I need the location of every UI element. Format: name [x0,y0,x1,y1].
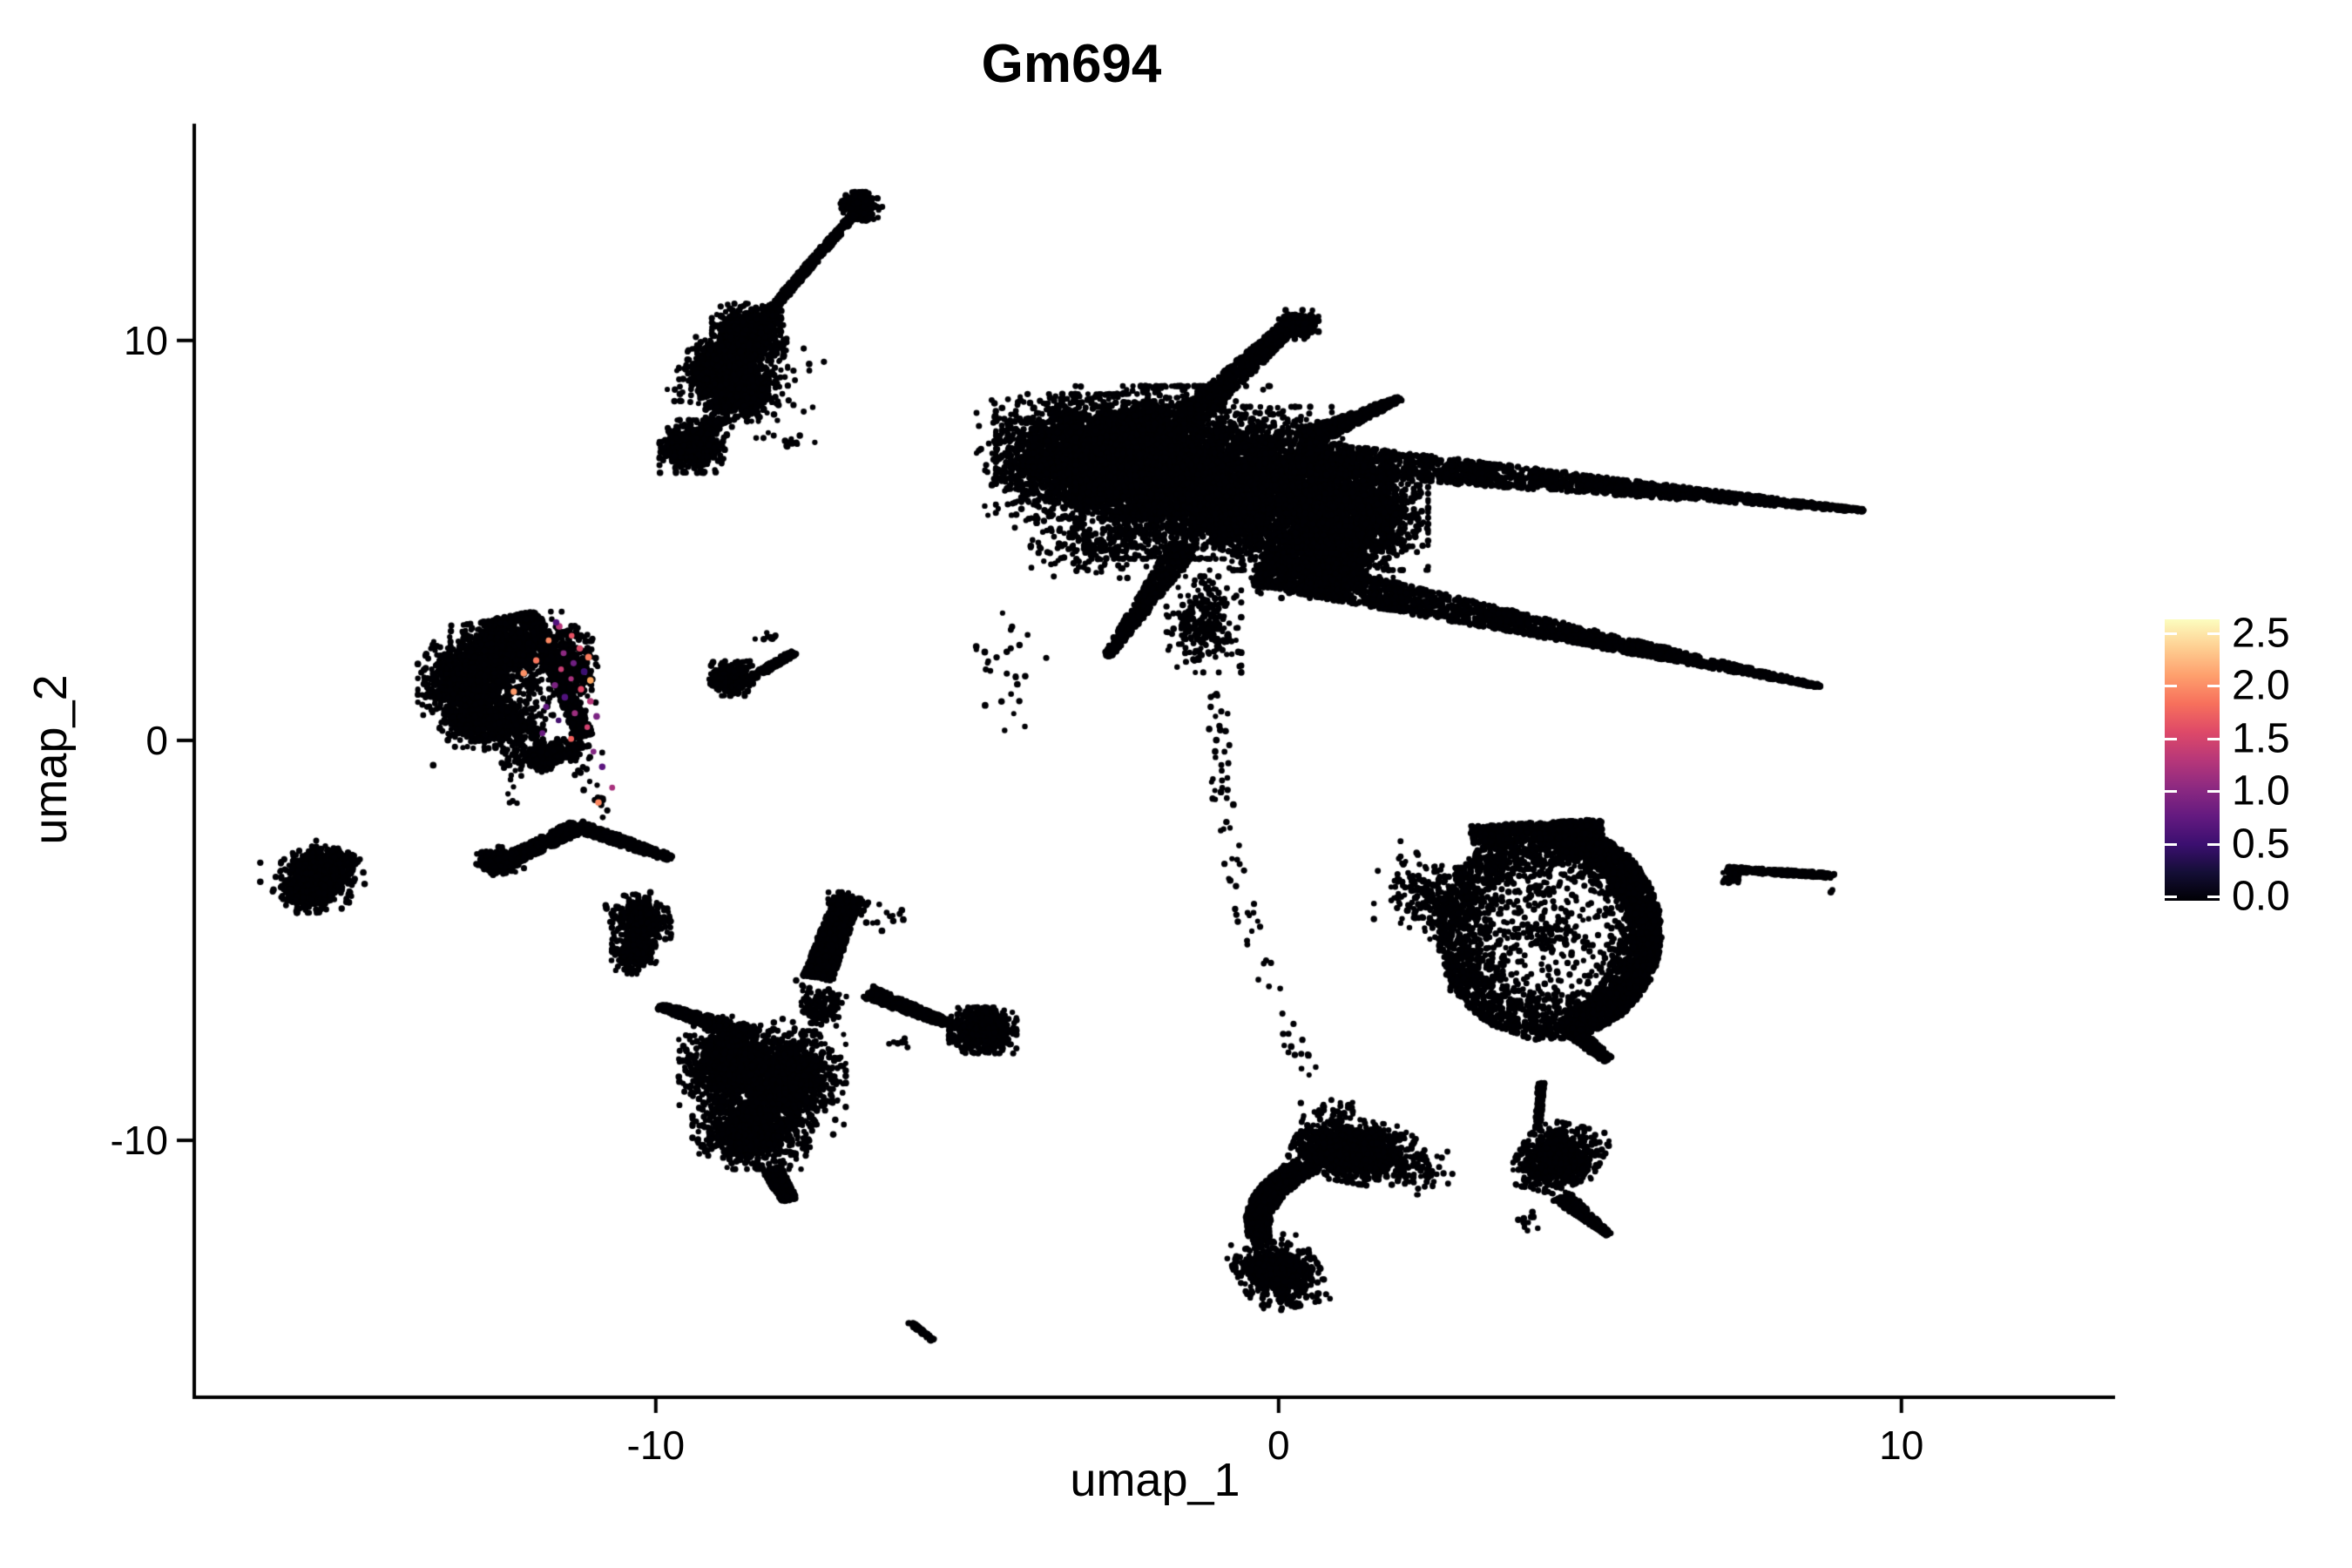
legend-tick-mark [2207,632,2220,635]
y-tick-label: 0 [145,717,168,763]
x-axis-title: umap_1 [1070,1454,1240,1506]
legend-tick-label: 1.0 [2232,767,2290,814]
y-tick-label: -10 [110,1118,168,1164]
legend-tick-mark [2207,896,2220,899]
x-tick-label: -10 [626,1423,686,1468]
legend-tick-mark [2207,790,2220,794]
x-tick-label: 0 [1267,1423,1290,1468]
legend-tick-mark [2165,842,2177,846]
legend-tick-mark [2165,737,2177,740]
legend-tick-label: 1.5 [2232,715,2290,762]
legend-tick-mark [2165,685,2177,688]
legend-tick-mark [2207,737,2220,740]
legend-tick-label: 0.5 [2232,821,2290,868]
legend-colorbar [2165,619,2220,901]
y-axis-title: umap_2 [24,674,77,845]
legend-tick-label: 2.0 [2232,662,2290,709]
legend-tick-label: 0.0 [2232,873,2290,920]
y-tick-label: 10 [123,317,168,363]
legend-tick-mark [2165,632,2177,635]
legend-tick-label: 2.5 [2232,610,2290,657]
legend-tick-mark [2165,896,2177,899]
plot-title: Gm694 [981,34,1162,94]
legend-tick-mark [2207,842,2220,846]
x-tick-label: 10 [1879,1423,1924,1468]
legend-tick-mark [2165,790,2177,794]
legend-tick-mark [2207,685,2220,688]
